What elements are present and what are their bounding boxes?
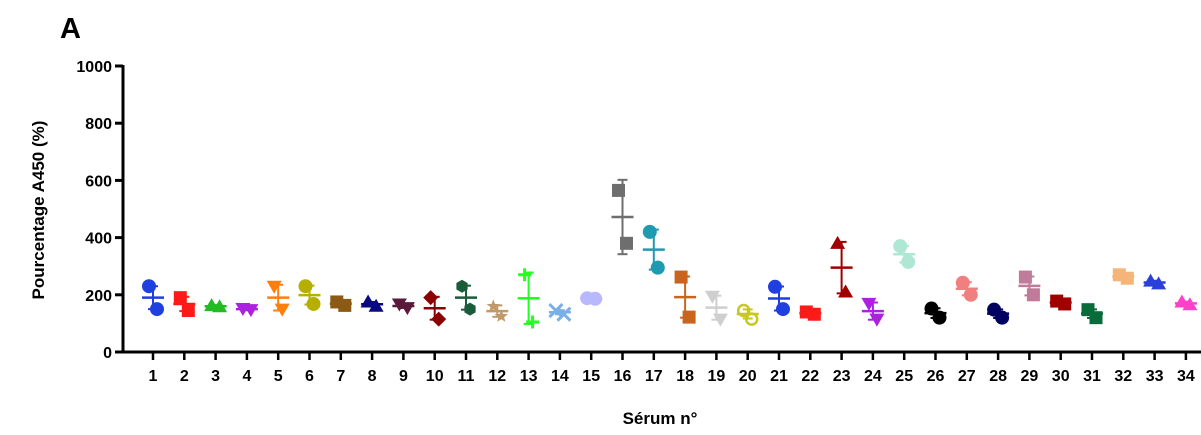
x-tick-label: 15	[582, 368, 600, 385]
x-tick-label: 9	[399, 368, 408, 385]
x-tick-label: 19	[708, 368, 726, 385]
y-tick-label: 600	[85, 173, 112, 190]
serum-group	[517, 268, 540, 329]
y-axis: 0 200 400 600 800 1000	[76, 59, 125, 362]
x-tick-label: 31	[1083, 368, 1101, 385]
x-tick-label: 30	[1052, 368, 1070, 385]
x-tick-label: 22	[801, 368, 819, 385]
serum-group	[235, 303, 259, 318]
x-tick-label: 13	[520, 368, 538, 385]
y-tick-label: 400	[85, 231, 112, 248]
serum-group	[830, 235, 854, 298]
serum-group	[1018, 270, 1041, 302]
data-point	[704, 290, 720, 304]
serum-group	[548, 302, 572, 322]
x-tick-label: 14	[551, 368, 569, 385]
serum-group	[298, 279, 321, 311]
y-tick-label: 800	[85, 116, 112, 133]
x-tick-label: 4	[242, 368, 251, 385]
serum-group	[955, 275, 978, 302]
x-tick-label: 28	[989, 368, 1007, 385]
x-tick-label: 3	[211, 368, 220, 385]
serum-group	[893, 239, 916, 269]
x-tick-label: 11	[458, 368, 475, 385]
serum-group	[580, 291, 603, 306]
data-point	[736, 303, 751, 318]
x-tick-label: 20	[739, 368, 757, 385]
serum-group	[1143, 273, 1167, 290]
serum-group	[266, 280, 290, 317]
data-point	[494, 309, 508, 322]
serum-group	[768, 279, 790, 317]
serum-group	[486, 299, 509, 322]
x-tick-label: 12	[488, 368, 506, 385]
serum-group	[861, 297, 885, 327]
x-tick-label: 10	[426, 368, 444, 385]
data-marks	[142, 178, 1198, 329]
serum-group	[455, 279, 477, 316]
y-tick-label: 200	[85, 288, 112, 305]
x-tick-label: 24	[864, 368, 882, 385]
x-tick-label: 18	[676, 368, 694, 385]
serum-group	[423, 290, 447, 327]
x-tick-label: 17	[645, 368, 663, 385]
x-tick-label: 21	[770, 368, 788, 385]
serum-group	[204, 298, 228, 313]
x-tick-label: 34	[1177, 368, 1195, 385]
serum-group	[642, 224, 665, 275]
serum-group	[142, 279, 164, 317]
x-tick-label: 8	[368, 368, 377, 385]
data-point	[266, 280, 282, 294]
x-tick-label: 32	[1114, 368, 1132, 385]
x-tick-label: 16	[614, 368, 632, 385]
serum-group	[173, 291, 196, 318]
serum-group	[799, 305, 822, 321]
x-tick-label: 7	[336, 368, 345, 385]
x-tick-label: 6	[305, 368, 314, 385]
x-tick-label: 5	[274, 368, 283, 385]
serum-group	[611, 178, 634, 256]
panel-label: A	[60, 13, 81, 45]
serum-group	[1174, 294, 1198, 311]
x-tick-label: 1	[149, 368, 158, 385]
serum-group	[704, 290, 728, 327]
x-tick-label: 23	[833, 368, 851, 385]
x-tick-label: 27	[958, 368, 976, 385]
serum-group	[674, 270, 697, 324]
data-point	[838, 284, 854, 298]
x-tick-label: 2	[180, 368, 189, 385]
x-tick-label: 26	[927, 368, 945, 385]
x-tick-label: 33	[1146, 368, 1164, 385]
y-tick-label: 0	[103, 345, 112, 362]
serum-group	[329, 295, 352, 312]
serum-group	[360, 294, 384, 312]
serum-group	[987, 302, 1010, 325]
serum-group	[1049, 294, 1072, 311]
x-tick-label: 25	[895, 368, 913, 385]
y-axis-label: Pourcentage A450 (%)	[29, 121, 48, 300]
serum-group	[1081, 303, 1103, 325]
serum-group	[736, 303, 759, 326]
x-axis: 1 2 3 4 5 6 7 8 9 10 11 12 13 14 15 16 17 18 19 20 21 22 23 24 2…	[121, 350, 1201, 385]
data-point	[861, 297, 877, 311]
serum-group	[391, 298, 415, 316]
y-tick-label: 1000	[76, 59, 112, 76]
serum-group	[924, 301, 947, 325]
serum-group	[1112, 268, 1135, 285]
x-tick-label: 29	[1021, 368, 1039, 385]
x-axis-label: Sérum n°	[623, 409, 698, 428]
